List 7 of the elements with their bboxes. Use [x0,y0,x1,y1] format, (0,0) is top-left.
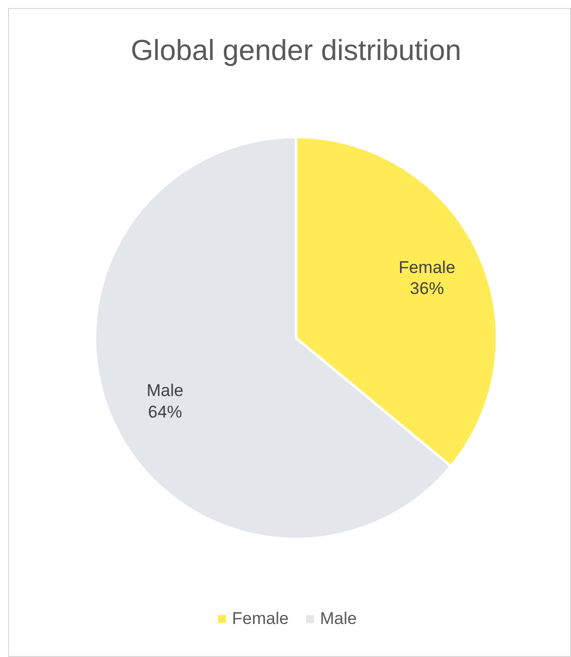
legend-label: Female [232,609,289,628]
data-label: 36% [410,279,444,298]
data-label: 64% [148,402,182,422]
chart-title: Global gender distribution [130,35,462,67]
slice-label: Female [398,258,456,277]
slice-label: Male [146,381,184,400]
legend-label: Male [320,609,357,628]
